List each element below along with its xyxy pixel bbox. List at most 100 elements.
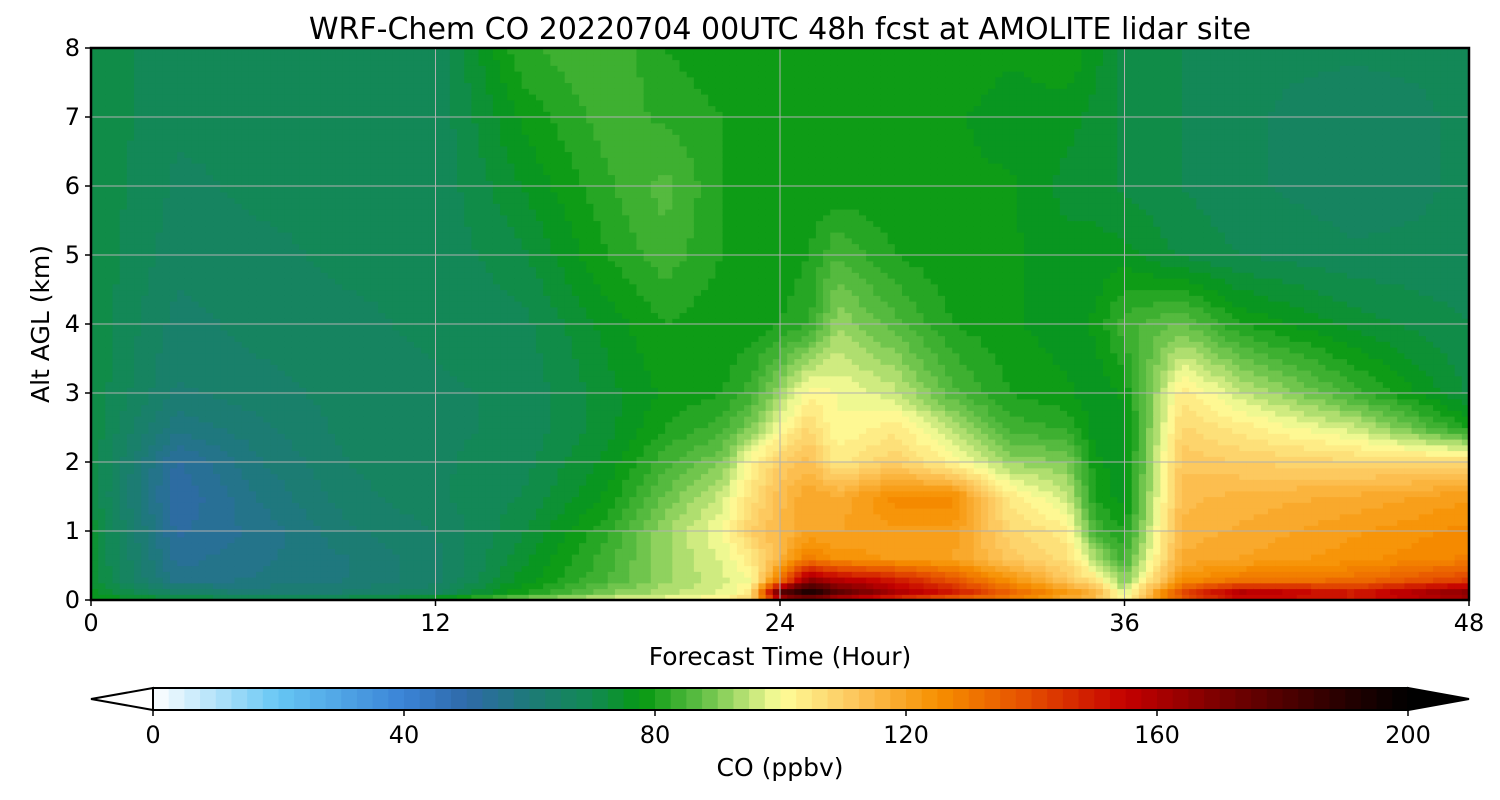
heatmap-cell xyxy=(270,341,279,348)
heatmap-cell xyxy=(320,554,329,561)
heatmap-cell xyxy=(191,203,200,210)
heatmap-cell xyxy=(370,214,379,222)
heatmap-cell xyxy=(449,128,458,135)
heatmap-cell xyxy=(105,214,114,222)
heatmap-cell xyxy=(198,427,207,434)
heatmap-cell xyxy=(248,513,257,521)
heatmap-cell xyxy=(413,111,422,118)
heatmap-cell xyxy=(306,490,315,498)
heatmap-cell xyxy=(342,203,350,210)
heatmap-cell xyxy=(449,168,458,176)
heatmap-cell xyxy=(313,197,322,204)
heatmap-cell xyxy=(270,134,279,141)
heatmap-cell xyxy=(234,490,243,498)
heatmap-cell xyxy=(184,559,193,567)
heatmap-cell xyxy=(435,329,444,337)
heatmap-cell xyxy=(98,456,106,463)
heatmap-cell xyxy=(299,111,307,118)
heatmap-cell xyxy=(270,145,279,153)
heatmap-cell xyxy=(134,197,142,204)
heatmap-cell xyxy=(141,444,150,452)
heatmap-cell xyxy=(177,209,185,216)
heatmap-cell xyxy=(198,462,207,469)
heatmap-cell xyxy=(126,226,135,233)
heatmap-cell xyxy=(270,197,279,204)
heatmap-cell xyxy=(392,243,401,250)
heatmap-cell xyxy=(134,59,142,66)
heatmap-cell xyxy=(457,157,465,164)
heatmap-cell xyxy=(169,347,178,354)
heatmap-cell xyxy=(141,272,150,279)
heatmap-cell xyxy=(306,479,315,486)
heatmap-cell xyxy=(213,490,221,498)
heatmap-cell xyxy=(385,145,394,153)
heatmap-cell xyxy=(220,111,228,118)
heatmap-cell xyxy=(413,565,422,572)
heatmap-cell xyxy=(313,450,322,457)
heatmap-cell xyxy=(385,283,394,291)
heatmap-cell xyxy=(413,548,422,555)
heatmap-cell xyxy=(457,525,465,532)
heatmap-cell xyxy=(457,76,465,84)
heatmap-cell xyxy=(220,490,228,498)
heatmap-cell xyxy=(392,410,401,417)
heatmap-cell xyxy=(291,352,300,360)
heatmap-cell xyxy=(270,266,279,273)
heatmap-cell xyxy=(342,65,350,72)
heatmap-cell xyxy=(191,410,200,417)
heatmap-cell xyxy=(98,531,106,538)
heatmap-cell xyxy=(449,99,458,107)
heatmap-cell xyxy=(413,232,422,239)
heatmap-cell xyxy=(184,255,193,262)
heatmap-cell xyxy=(399,548,408,555)
heatmap-cell xyxy=(370,358,379,365)
heatmap-cell xyxy=(220,387,228,394)
heatmap-cell xyxy=(457,542,465,549)
heatmap-cell xyxy=(399,272,408,279)
heatmap-cell xyxy=(406,117,415,124)
heatmap-cell xyxy=(457,519,465,526)
heatmap-cell xyxy=(241,140,250,147)
heatmap-cell xyxy=(141,525,150,532)
heatmap-cell xyxy=(385,462,394,469)
heatmap-cell xyxy=(413,479,422,486)
heatmap-cell xyxy=(241,450,250,457)
heatmap-cell xyxy=(177,278,185,285)
heatmap-cell xyxy=(191,278,200,285)
heatmap-cell xyxy=(428,467,437,475)
heatmap-cell xyxy=(449,278,458,285)
heatmap-cell xyxy=(406,352,415,360)
heatmap-cell xyxy=(213,387,221,394)
heatmap-cell xyxy=(320,565,329,572)
heatmap-cell xyxy=(356,59,365,66)
heatmap-cell xyxy=(385,594,394,600)
heatmap-cell xyxy=(91,513,99,521)
heatmap-cell xyxy=(349,393,358,400)
heatmap-cell xyxy=(148,151,157,158)
heatmap-cell xyxy=(162,220,171,227)
heatmap-cell xyxy=(378,220,386,227)
heatmap-cell xyxy=(306,312,315,319)
heatmap-cell xyxy=(327,565,336,572)
heatmap-cell xyxy=(335,450,343,457)
heatmap-cell xyxy=(428,444,437,452)
heatmap-cell xyxy=(205,174,214,181)
heatmap-cell xyxy=(126,542,135,549)
heatmap-cell xyxy=(126,519,135,526)
heatmap-cell xyxy=(270,450,279,457)
heatmap-cell xyxy=(378,548,386,555)
heatmap-cell xyxy=(399,421,408,429)
heatmap-cell xyxy=(363,513,372,521)
heatmap-cell xyxy=(227,168,236,176)
heatmap-cell xyxy=(270,59,279,66)
heatmap-cell xyxy=(342,76,350,84)
heatmap-cell xyxy=(327,99,336,107)
heatmap-cell xyxy=(457,82,465,89)
heatmap-cell xyxy=(370,375,379,383)
heatmap-cell xyxy=(220,554,228,561)
heatmap-cell xyxy=(155,306,164,314)
heatmap-cell xyxy=(349,289,358,296)
heatmap-cell xyxy=(335,490,343,498)
heatmap-cell xyxy=(320,347,329,354)
heatmap-cell xyxy=(148,485,157,492)
